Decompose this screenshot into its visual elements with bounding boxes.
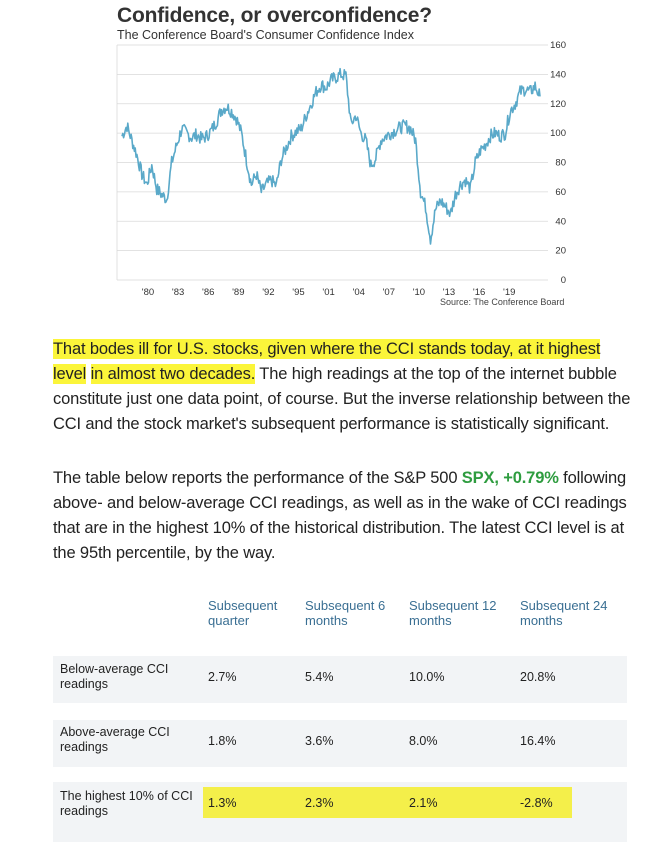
table-cell: 10.0% (409, 670, 445, 684)
table-cell: 5.4% (305, 670, 334, 684)
table-cell: -2.8% (520, 796, 553, 810)
row-label-highest-10: The highest 10% of CCI readings (60, 789, 193, 818)
table-cell: 2.1% (409, 796, 438, 810)
chart-source: Source: The Conference Board (440, 297, 565, 307)
highlight-line-2: in almost two decades. (90, 364, 256, 384)
row-label-above-average: Above-average CCI readings (60, 725, 170, 754)
y-tick-label: 60 (555, 187, 566, 198)
paragraph-1: That bodes ill for U.S. stocks, given wh… (53, 337, 631, 437)
y-tick-label: 100 (550, 128, 566, 139)
header-subsequent-quarter: Subsequent quarter (208, 598, 278, 628)
header-subsequent-6-months: Subsequent 6 months (305, 598, 386, 628)
table-cell: 1.3% (208, 796, 237, 810)
x-tick-label: '92 (262, 287, 274, 298)
table-cell: 16.4% (520, 734, 556, 748)
table-row (53, 656, 627, 703)
row-label-below-average: Below-average CCI readings (60, 662, 169, 691)
x-tick-label: '95 (292, 287, 304, 298)
paragraph-1-rest: The high readings at the top of the inte… (53, 365, 631, 433)
highlight-bar (203, 787, 572, 818)
table-cell: 8.0% (409, 734, 438, 748)
x-axis-ticks: '80 '83 '86 '89 '92 '95 '01 '04 '07 '10 '13 '16 '19 (142, 287, 516, 298)
table-row (53, 720, 627, 767)
y-tick-label: 80 (555, 158, 566, 169)
spx-ticker-link[interactable]: SPX, +0.79% (461, 469, 559, 487)
x-tick-label: '80 (142, 287, 154, 298)
x-tick-label: '16 (473, 287, 485, 298)
x-tick-label: '19 (503, 287, 515, 298)
header-subsequent-12-months: Subsequent 12 months (409, 598, 497, 628)
x-tick-label: '83 (172, 287, 184, 298)
x-tick-label: '86 (202, 287, 214, 298)
chart-subtitle: The Conference Board's Consumer Confiden… (117, 28, 414, 42)
x-tick-label: '07 (383, 287, 395, 298)
table-cell: 2.7% (208, 670, 237, 684)
chart-title: Confidence, or overconfidence? (117, 4, 432, 27)
table-cell: 3.6% (305, 734, 334, 748)
paragraph-2: The table below reports the performance … (53, 466, 631, 566)
y-tick-label: 140 (550, 69, 566, 80)
cci-line-chart: 0 20 40 60 80 100 120 140 160 '80 '83 '86 '89 '92 '95… (116, 40, 566, 298)
table-cell: 1.8% (208, 734, 237, 748)
x-tick-label: '01 (322, 287, 334, 298)
x-tick-label: '10 (413, 287, 425, 298)
x-tick-label: '04 (353, 287, 365, 298)
y-tick-label: 0 (561, 275, 566, 286)
paragraph-2-start: The table below reports the performance … (53, 469, 462, 487)
cci-series-line (121, 67, 541, 245)
table-cell: 20.8% (520, 670, 556, 684)
y-axis-ticks: 0 20 40 60 80 100 120 140 160 (550, 40, 566, 286)
table-cell: 2.3% (305, 796, 334, 810)
x-tick-label: '13 (443, 287, 455, 298)
y-tick-label: 40 (555, 216, 566, 227)
paragraph-2-end: following above- and below-average CCI r… (53, 469, 627, 562)
x-tick-label: '89 (232, 287, 244, 298)
y-tick-label: 120 (550, 99, 566, 110)
y-tick-label: 20 (555, 246, 566, 257)
y-tick-label: 160 (550, 40, 566, 51)
header-subsequent-24-months: Subsequent 24 months (520, 598, 608, 628)
